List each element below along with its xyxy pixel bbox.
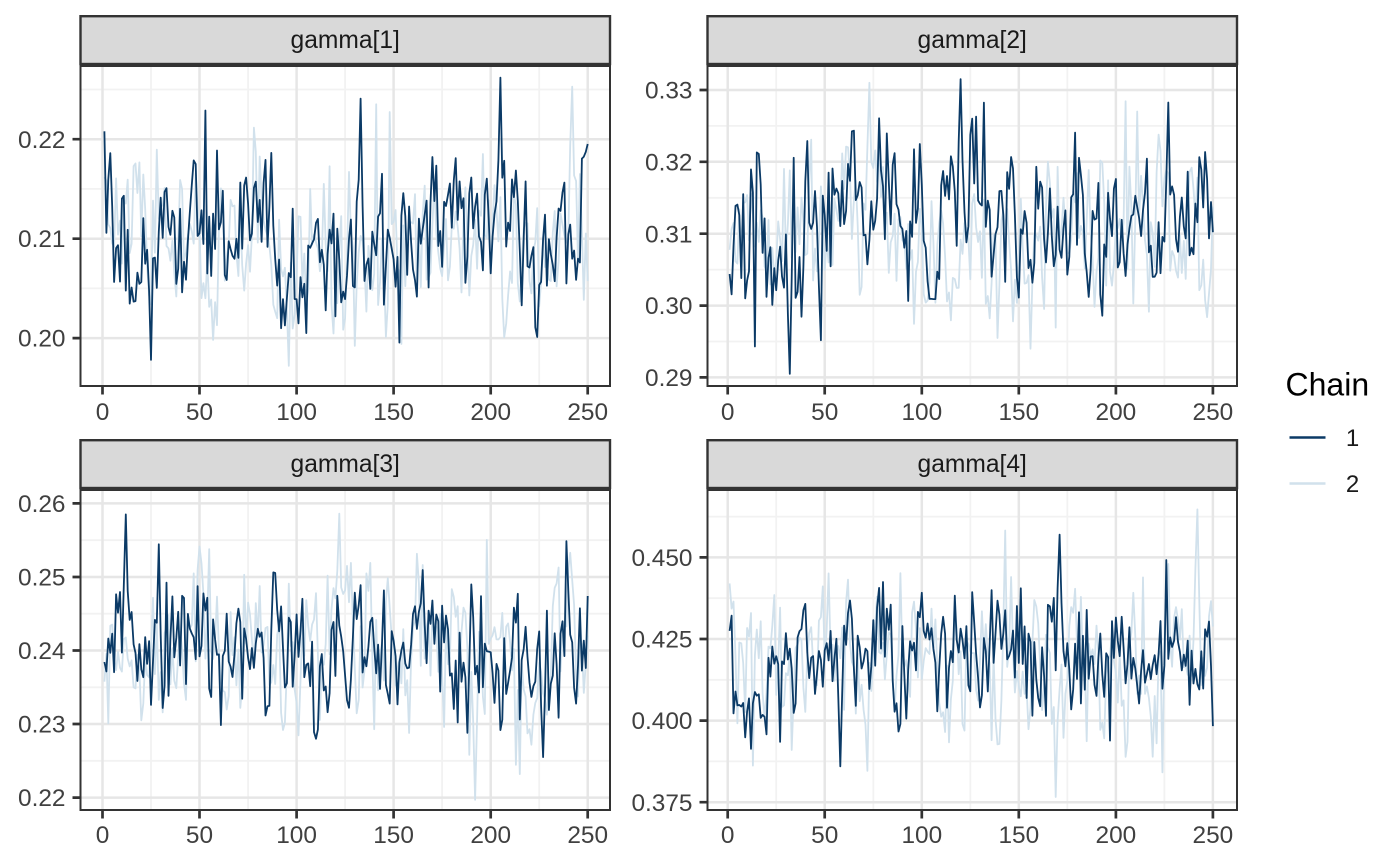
svg-text:200: 200 [1096,822,1137,849]
svg-text:0: 0 [96,399,110,426]
svg-text:100: 100 [901,399,942,426]
svg-text:250: 250 [1193,822,1234,849]
svg-text:200: 200 [470,822,511,849]
svg-text:250: 250 [1193,399,1234,426]
svg-text:0: 0 [721,822,735,849]
svg-text:150: 150 [373,399,414,426]
svg-text:0.31: 0.31 [645,221,692,248]
svg-text:0: 0 [96,822,110,849]
svg-text:Chain: Chain [1286,367,1370,403]
svg-text:0: 0 [721,399,735,426]
svg-text:200: 200 [1096,399,1137,426]
svg-text:gamma[2]: gamma[2] [918,27,1027,54]
svg-text:gamma[1]: gamma[1] [291,27,400,54]
svg-text:50: 50 [186,822,213,849]
svg-text:250: 250 [567,399,608,426]
svg-text:100: 100 [276,399,317,426]
svg-text:gamma[4]: gamma[4] [918,451,1027,478]
svg-text:gamma[3]: gamma[3] [291,451,400,478]
svg-text:100: 100 [901,822,942,849]
svg-text:0.400: 0.400 [631,708,692,735]
svg-text:0.20: 0.20 [18,326,65,353]
svg-text:0.23: 0.23 [18,712,65,739]
svg-text:100: 100 [276,822,317,849]
svg-text:0.29: 0.29 [645,365,692,392]
svg-text:1: 1 [1346,425,1359,452]
svg-text:0.24: 0.24 [18,638,65,665]
svg-text:50: 50 [186,399,213,426]
svg-text:0.375: 0.375 [631,790,692,817]
svg-text:0.22: 0.22 [18,785,65,812]
svg-text:50: 50 [811,399,838,426]
svg-text:200: 200 [470,399,511,426]
svg-text:0.33: 0.33 [645,78,692,105]
svg-text:2: 2 [1346,471,1359,498]
svg-text:50: 50 [811,822,838,849]
svg-text:150: 150 [373,822,414,849]
svg-text:150: 150 [998,399,1039,426]
svg-text:0.450: 0.450 [631,545,692,572]
svg-text:250: 250 [567,822,608,849]
svg-text:0.25: 0.25 [18,565,65,592]
svg-text:150: 150 [998,822,1039,849]
svg-text:0.425: 0.425 [631,627,692,654]
svg-text:0.21: 0.21 [18,226,65,253]
svg-text:0.22: 0.22 [18,127,65,154]
svg-text:0.26: 0.26 [18,491,65,518]
svg-text:0.30: 0.30 [645,293,692,320]
svg-text:0.32: 0.32 [645,149,692,176]
